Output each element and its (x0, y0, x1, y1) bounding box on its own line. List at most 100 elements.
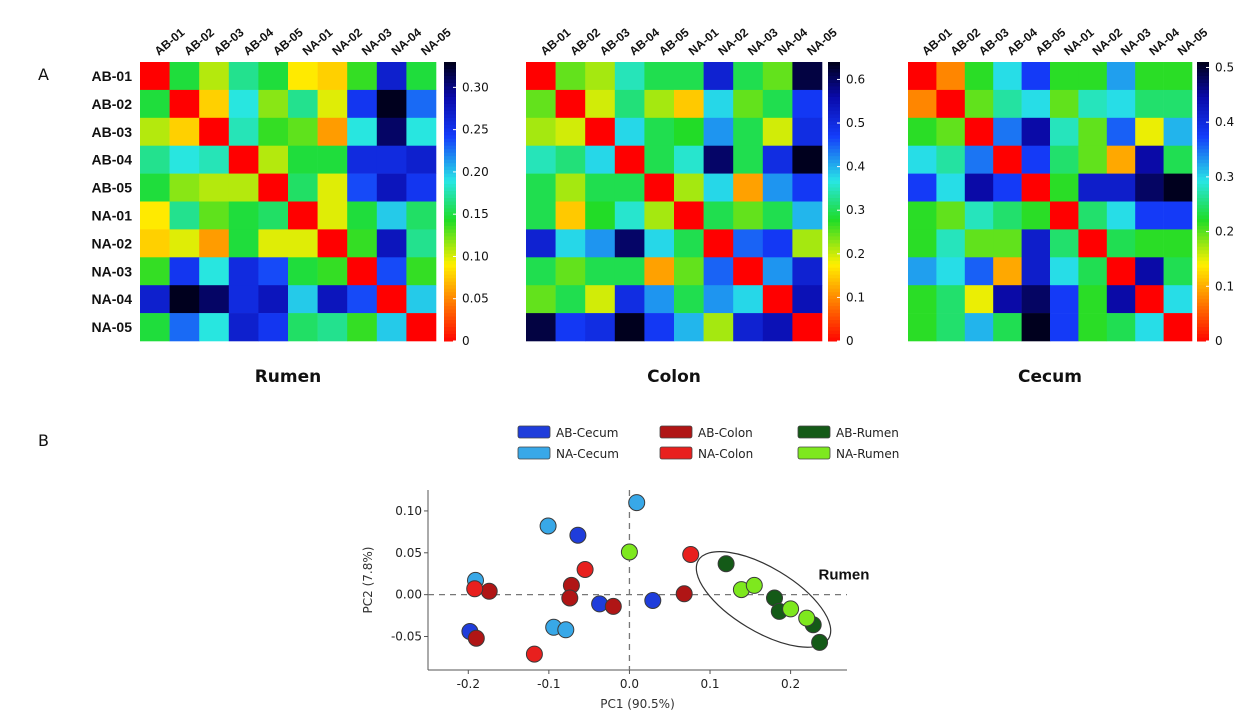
heatmap-cell (908, 257, 937, 286)
heatmap-cell (792, 285, 823, 314)
heatmap-cell (703, 229, 734, 258)
heatmap-cell (1106, 257, 1136, 286)
heatmap-cell (347, 145, 378, 174)
heatmap-cell (733, 173, 764, 202)
heatmap-cell (555, 229, 586, 258)
colorbar-segment (444, 211, 456, 216)
colorbar-segment (444, 285, 456, 290)
colorbar-segment (1197, 288, 1209, 293)
rumen-cluster-ellipse (695, 551, 832, 648)
heatmap-cell (1106, 313, 1136, 342)
colorbar-segment (1197, 306, 1209, 311)
heatmap-cell (936, 257, 966, 286)
heatmap-cell (140, 201, 170, 230)
heatmap-cell (317, 257, 348, 286)
colorbar-segment (1197, 149, 1209, 154)
colorbar-segment (444, 306, 456, 311)
heatmap-cell (288, 62, 318, 91)
colorbar-segment (1197, 229, 1209, 234)
heatmap-cell (526, 285, 556, 314)
heatmap-cell (1078, 201, 1108, 230)
colorbar-tick-label: 0 (462, 334, 470, 348)
heatmap-cell (1106, 117, 1136, 146)
colorbar-segment (1197, 239, 1209, 244)
colorbar-segment (444, 128, 456, 133)
heatmap-cell (406, 229, 437, 258)
heatmap-cell (526, 117, 556, 146)
heatmap-cell (936, 313, 966, 342)
colorbar-segment (828, 204, 840, 209)
heatmap-cell (644, 145, 675, 174)
colorbar-segment (828, 117, 840, 122)
heatmap-cell (258, 285, 289, 314)
heatmap-cell (703, 201, 734, 230)
y-tick-label: 0.05 (395, 546, 422, 560)
colorbar-segment (828, 281, 840, 286)
colorbar-segment (444, 72, 456, 77)
colorbar-tick-label: 0.15 (462, 207, 489, 221)
heatmap-column-label: AB-04 (241, 25, 277, 58)
heatmap-row-label: AB-05 (92, 180, 133, 196)
heatmap-cell (347, 285, 378, 314)
heatmap-cell (555, 117, 586, 146)
heatmap-cell (258, 173, 289, 202)
heatmap-cell (1135, 201, 1164, 230)
heatmap-cell (555, 313, 586, 342)
heatmap-cell (228, 257, 259, 286)
heatmap-cell (792, 313, 823, 342)
colorbar-segment (1197, 278, 1209, 283)
colorbar-tick-label: 0.5 (1215, 60, 1234, 74)
heatmap-cell (993, 285, 1022, 314)
heatmap-column-label: AB-05 (656, 25, 692, 58)
heatmap-row-label: NA-02 (92, 235, 133, 251)
heatmap-column-label: NA-05 (1175, 25, 1211, 58)
heatmap-cell (258, 62, 289, 91)
colorbar-segment (444, 334, 456, 339)
colorbar-segment (444, 124, 456, 129)
colorbar-segment (444, 253, 456, 258)
heatmap-cell (169, 62, 200, 91)
heatmap-cell (1163, 285, 1193, 314)
heatmap-colon: AB-01AB-02AB-03AB-04AB-05NA-01NA-02NA-03… (526, 25, 865, 387)
colorbar-tick-label: 0 (1215, 334, 1223, 348)
heatmap-cell (908, 285, 937, 314)
heatmap-cell (317, 229, 348, 258)
heatmap-cell (258, 257, 289, 286)
colorbar-segment (828, 323, 840, 328)
colorbar-segment (444, 117, 456, 122)
heatmap-cell (288, 285, 318, 314)
colorbar-segment (1197, 72, 1209, 77)
scatter-point (480, 582, 498, 600)
heatmap-cell (1163, 313, 1193, 342)
heatmap-cell (908, 201, 937, 230)
colorbar-segment (1197, 211, 1209, 216)
heatmap-cell (993, 201, 1022, 230)
heatmap-cell (199, 313, 230, 342)
scatter-point (604, 597, 622, 615)
colorbar-segment (828, 93, 840, 98)
heatmap-cell (555, 62, 586, 91)
colorbar-segment (828, 257, 840, 262)
colorbar-segment (1197, 267, 1209, 272)
colorbar-segment (828, 152, 840, 157)
heatmap-cell (964, 257, 994, 286)
x-tick-label: -0.2 (457, 677, 480, 691)
heatmap-column-label: AB-05 (1033, 25, 1069, 58)
heatmap-cell (376, 313, 407, 342)
colorbar-segment (444, 89, 456, 94)
heatmap-cell (1135, 229, 1164, 258)
heatmap-cell (169, 145, 200, 174)
colorbar-segment (1197, 327, 1209, 332)
legend-swatch (797, 425, 831, 439)
colorbar-segment (444, 271, 456, 276)
heatmap-cell (1050, 201, 1079, 230)
heatmap-cell (585, 201, 616, 230)
heatmap-cell (762, 313, 793, 342)
series-na-cecum (467, 494, 646, 639)
heatmap-cell (1135, 89, 1164, 119)
scatter-point (717, 555, 735, 573)
heatmap-cell (644, 117, 675, 146)
colorbar-segment (1197, 320, 1209, 325)
heatmap-cell (964, 313, 994, 342)
legend-label: AB-Colon (698, 426, 753, 440)
